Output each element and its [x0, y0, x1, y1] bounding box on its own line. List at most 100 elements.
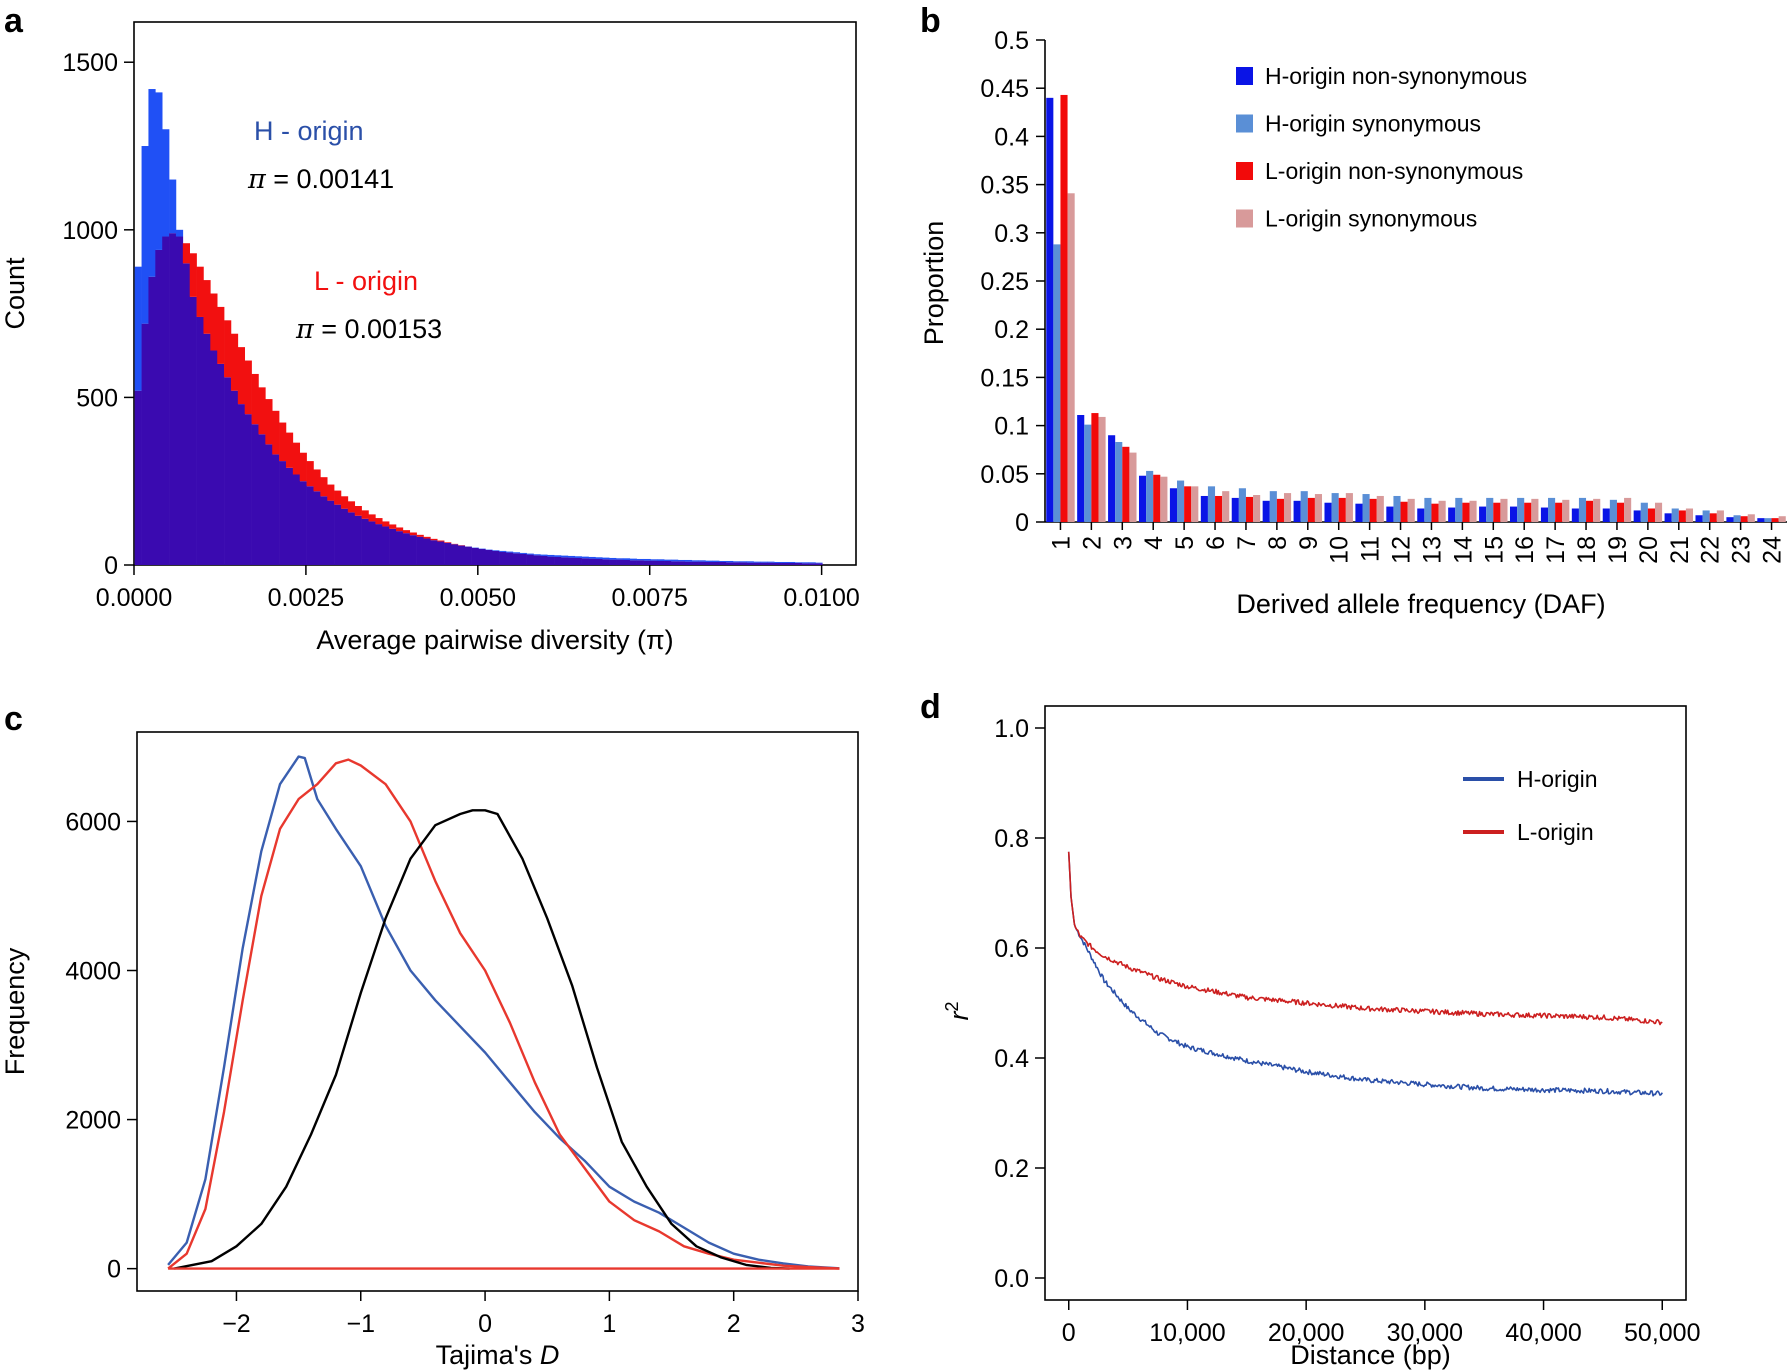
bar-2 — [1524, 502, 1532, 522]
hist-bar-overlap — [671, 561, 679, 565]
hist-bar-h — [162, 129, 170, 237]
x-tick-label: 0.0025 — [268, 584, 344, 612]
hist-bar-overlap — [155, 249, 163, 566]
panel-label-a: a — [4, 2, 24, 40]
hist-bar-h — [650, 559, 658, 561]
bar-1 — [1238, 488, 1246, 522]
annotation-2: L - origin — [314, 266, 418, 296]
bar-0 — [1046, 97, 1054, 522]
hist-bar-overlap — [292, 474, 301, 565]
hist-bar-overlap — [554, 556, 562, 565]
hist-bar-overlap — [313, 491, 321, 565]
y-tick-label: 0.6 — [994, 935, 1029, 963]
bar-1 — [1455, 497, 1463, 522]
bar-0 — [1262, 500, 1270, 522]
hist-bar-h — [760, 561, 768, 563]
hist-bar-overlap — [162, 236, 170, 565]
hist-bar-h — [574, 556, 582, 558]
legend-swatch-0 — [1236, 67, 1253, 85]
hist-bar-overlap — [375, 524, 383, 565]
hist-bar-l — [382, 521, 390, 527]
hist-bar-l — [196, 266, 204, 317]
hist-bar-overlap — [684, 561, 692, 565]
hist-bar-h — [746, 561, 754, 563]
hist-bar-h — [684, 559, 692, 562]
bar-3 — [1407, 498, 1415, 522]
x-tick-label: 15 — [1480, 536, 1508, 564]
hist-bar-overlap — [801, 563, 809, 565]
hist-bar-l — [416, 534, 424, 537]
x-tick-label: 20 — [1635, 536, 1663, 564]
hist-bar-h — [148, 89, 156, 277]
x-tick-label: 0 — [1062, 1319, 1076, 1347]
hist-bar-overlap — [581, 558, 589, 565]
hist-bar-overlap — [588, 558, 596, 565]
bar-1 — [1702, 510, 1710, 522]
hist-bar-overlap — [251, 424, 259, 565]
hist-bar-overlap — [677, 561, 686, 565]
hist-bar-overlap — [705, 561, 713, 565]
bar-3 — [1654, 502, 1663, 522]
panel-c-tajima-density: −2 −1 0 1 2 3 0 2000 4000 6000 Tajima's D Frequency — [0, 731, 865, 1370]
hist-bar-overlap — [664, 560, 672, 565]
x-tick-label: 9 — [1295, 536, 1323, 550]
x-tick-label: 10,000 — [1149, 1319, 1225, 1347]
hist-bar-overlap — [175, 236, 184, 565]
hist-bar-overlap — [574, 557, 582, 565]
hist-bar-overlap — [457, 545, 466, 565]
hist-bar-h — [657, 559, 665, 561]
bar-1 — [1146, 470, 1154, 522]
hist-bar-overlap — [787, 562, 796, 565]
hist-bar-overlap — [636, 560, 644, 565]
hist-bar-l — [251, 373, 259, 425]
hist-bar-h — [801, 562, 809, 564]
bar-2 — [1369, 498, 1377, 522]
hist-bar-l — [437, 540, 445, 542]
hist-bar-l — [265, 399, 273, 445]
bar-1 — [1764, 518, 1772, 522]
bar-2 — [1060, 94, 1068, 522]
hist-bar-h — [519, 552, 527, 554]
legend-label-1: H-origin synonymous — [1265, 111, 1481, 137]
plot-frame — [136, 731, 859, 1292]
hist-bar-l — [375, 518, 383, 525]
hist-bar-l — [306, 461, 314, 487]
panel-label-d: d — [920, 688, 941, 726]
hist-bar-overlap — [746, 562, 754, 565]
bar-2 — [1431, 503, 1439, 522]
hist-bar-h — [774, 561, 782, 563]
hist-bar-overlap — [540, 555, 548, 565]
bar-2 — [1276, 498, 1284, 522]
x-tick-label: 24 — [1759, 536, 1787, 564]
hist-bar-overlap — [265, 444, 273, 565]
bar-2 — [1493, 502, 1501, 522]
bar-0 — [1726, 517, 1734, 522]
x-tick-label: 30,000 — [1387, 1319, 1463, 1347]
hist-bar-overlap — [602, 559, 610, 565]
bar-2 — [1245, 496, 1254, 522]
y-tick-label: 0.45 — [980, 75, 1029, 103]
bar-2 — [1153, 474, 1161, 522]
x-tick-label: 0.0050 — [440, 584, 516, 612]
bar-1 — [1609, 499, 1617, 522]
legend-label-1: L-origin — [1517, 819, 1594, 845]
bar-3 — [1253, 495, 1261, 522]
bar-3 — [1685, 508, 1694, 522]
x-tick-label: 18 — [1573, 536, 1601, 564]
hist-bar-h — [169, 179, 177, 234]
annotation-1: π = 0.00141 — [247, 164, 394, 195]
hist-bar-overlap — [361, 518, 369, 565]
bar-3 — [1716, 510, 1724, 522]
hist-bar-l — [354, 506, 362, 516]
hist-bar-overlap — [691, 561, 699, 565]
hist-bar-l — [272, 410, 280, 455]
hist-bar-overlap — [561, 557, 569, 565]
x-tick-label: 21 — [1666, 536, 1694, 564]
hist-bar-overlap — [595, 558, 603, 565]
hist-bar-h — [602, 557, 610, 560]
y-tick-label: 1.0 — [994, 715, 1029, 743]
bar-2 — [1647, 508, 1655, 522]
bar-1 — [1331, 493, 1339, 522]
bar-2 — [1462, 502, 1470, 522]
hist-bar-h — [712, 560, 720, 562]
